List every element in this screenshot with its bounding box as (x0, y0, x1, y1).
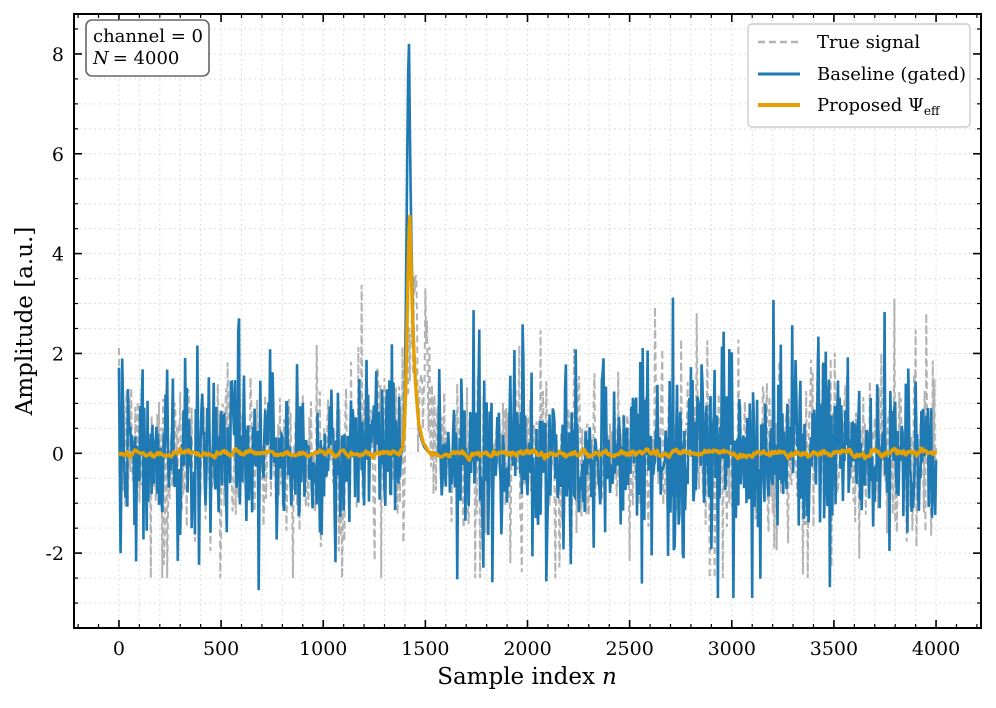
annotation-box: channel = 0 N = 4000 (85, 19, 210, 77)
legend-label-proposed: Proposed Ψeff (817, 95, 941, 118)
x-tick-label: 3500 (810, 638, 858, 660)
x-tick-label: 0 (113, 638, 125, 660)
x-tick-label: 2000 (503, 638, 551, 660)
x-tick-label: 500 (203, 638, 239, 660)
legend-label-true-signal: True signal (817, 32, 920, 53)
series-proposed-psi-eff (117, 214, 938, 463)
y-tick-label: 2 (52, 343, 64, 365)
y-tick-label: 0 (52, 443, 64, 465)
x-tick-labels: 0 500 1000 1500 2000 2500 3000 3500 4000 (113, 638, 960, 660)
y-tick-label: -2 (45, 543, 64, 565)
x-axis-label: Sample index n (437, 664, 617, 690)
x-tick-label: 2500 (605, 638, 653, 660)
legend-frame (747, 23, 971, 128)
y-tick-labels: -2 0 2 4 6 8 (45, 44, 64, 565)
y-axis-label: Amplitude [a.u.] (12, 227, 38, 417)
annotation-channel: channel = 0 (93, 26, 203, 47)
x-tick-label: 1500 (401, 638, 449, 660)
x-tick-label: 3000 (708, 638, 756, 660)
y-tick-label: 8 (52, 44, 64, 66)
legend-label-baseline: Baseline (gated) (817, 64, 966, 85)
x-tick-label: 1000 (299, 638, 347, 660)
x-tick-label: 4000 (912, 638, 960, 660)
y-tick-label: 6 (52, 144, 64, 166)
plot-frame (73, 13, 982, 629)
y-tick-label: 4 (52, 244, 64, 266)
legend: True signal Baseline (gated) Proposed Ψe… (747, 23, 971, 128)
series-baseline-gated (117, 43, 938, 599)
annotation-n: N = 4000 (92, 48, 179, 69)
